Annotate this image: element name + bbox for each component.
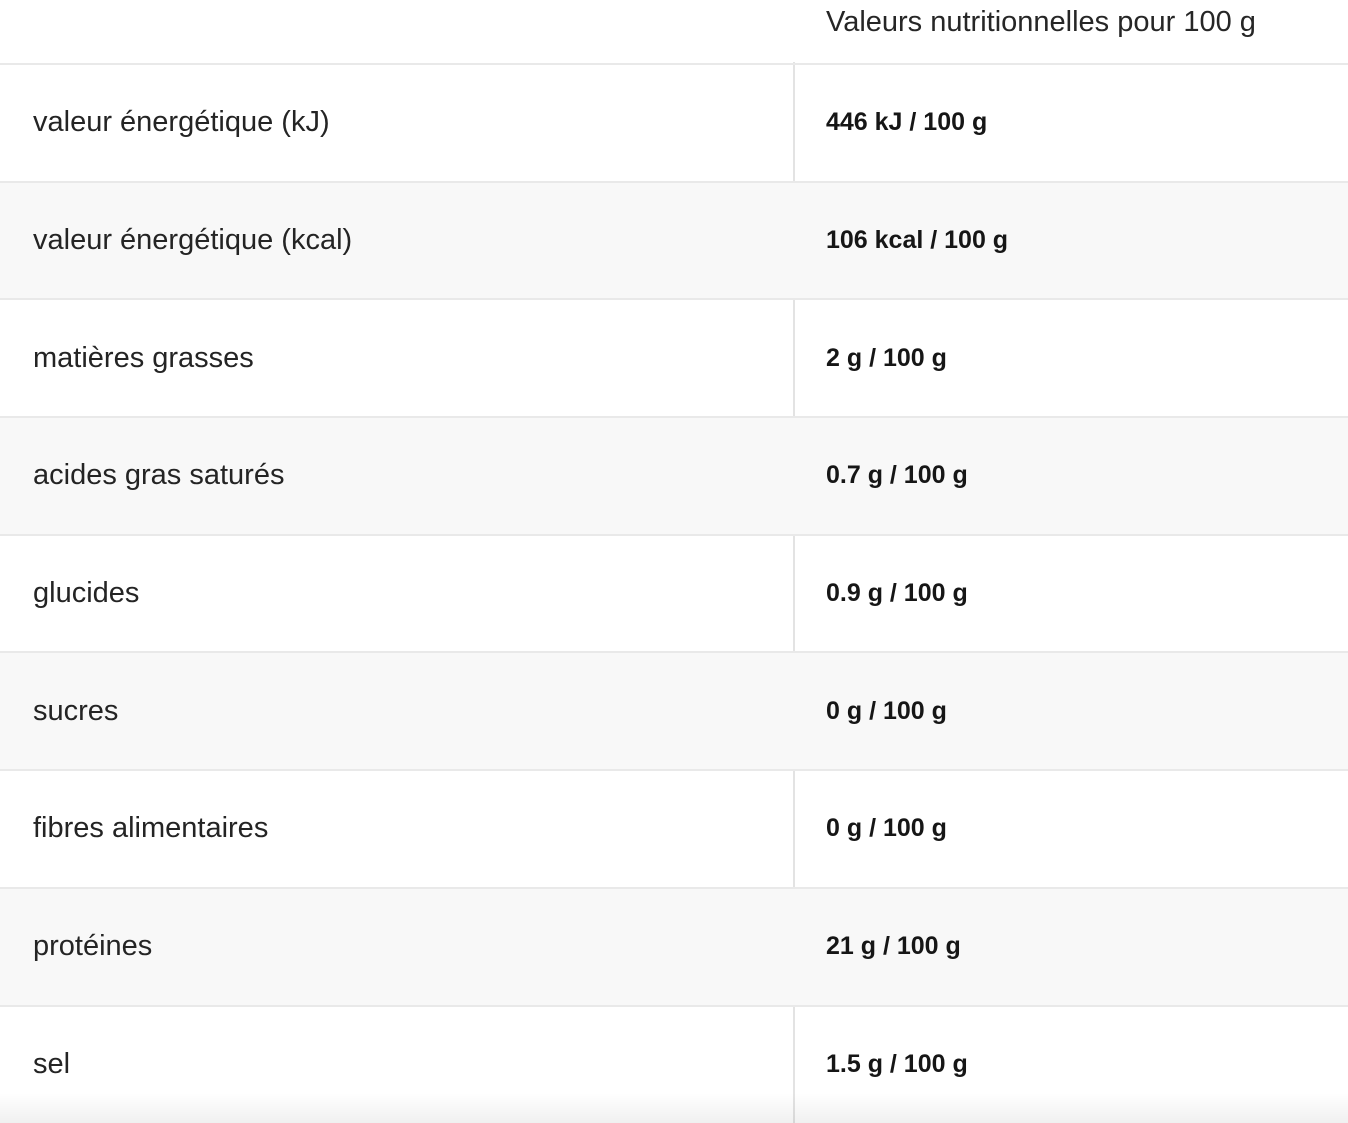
label-column-header-empty — [0, 0, 793, 63]
table-header: Valeurs nutritionnelles pour 100 g — [0, 0, 1348, 63]
table-row-fat: matières grasses 2 g / 100 g — [0, 298, 1348, 416]
table-row-sugars: sucres 0 g / 100 g — [0, 651, 1348, 770]
table-row-salt: sel 1.5 g / 100 g — [0, 1004, 1348, 1123]
row-value: 21 g / 100 g — [826, 932, 961, 961]
row-value: 1.5 g / 100 g — [826, 1049, 968, 1078]
value-column-header: Valeurs nutritionnelles pour 100 g — [826, 6, 1256, 38]
row-label: matières grasses — [33, 341, 254, 374]
row-label: glucides — [33, 577, 140, 610]
table-row-saturated-fat: acides gras saturés 0.7 g / 100 g — [0, 416, 1348, 534]
table-row-proteins: protéines 21 g / 100 g — [0, 886, 1348, 1005]
row-value: 0.7 g / 100 g — [826, 461, 968, 490]
row-value: 0.9 g / 100 g — [826, 579, 968, 608]
row-value: 0 g / 100 g — [826, 814, 947, 843]
row-label: fibres alimentaires — [33, 812, 269, 845]
row-label: acides gras saturés — [33, 459, 285, 492]
row-value: 2 g / 100 g — [826, 343, 947, 372]
table-row-energy-kcal: valeur énergétique (kcal) 106 kcal / 100… — [0, 180, 1348, 299]
row-label: valeur énergétique (kcal) — [33, 224, 353, 257]
row-value: 0 g / 100 g — [826, 696, 947, 725]
table-row-fiber: fibres alimentaires 0 g / 100 g — [0, 769, 1348, 887]
row-label: sel — [33, 1047, 71, 1080]
column-divider — [793, 62, 795, 1123]
table-row-carbohydrates: glucides 0.9 g / 100 g — [0, 533, 1348, 652]
row-label: protéines — [33, 930, 153, 963]
row-value: 446 kJ / 100 g — [826, 108, 988, 137]
table-row-energy-kj: valeur énergétique (kJ) 446 kJ / 100 g — [0, 63, 1348, 181]
row-label: valeur énergétique (kJ) — [33, 106, 330, 139]
row-value: 106 kcal / 100 g — [826, 226, 1009, 255]
row-label: sucres — [33, 694, 119, 727]
